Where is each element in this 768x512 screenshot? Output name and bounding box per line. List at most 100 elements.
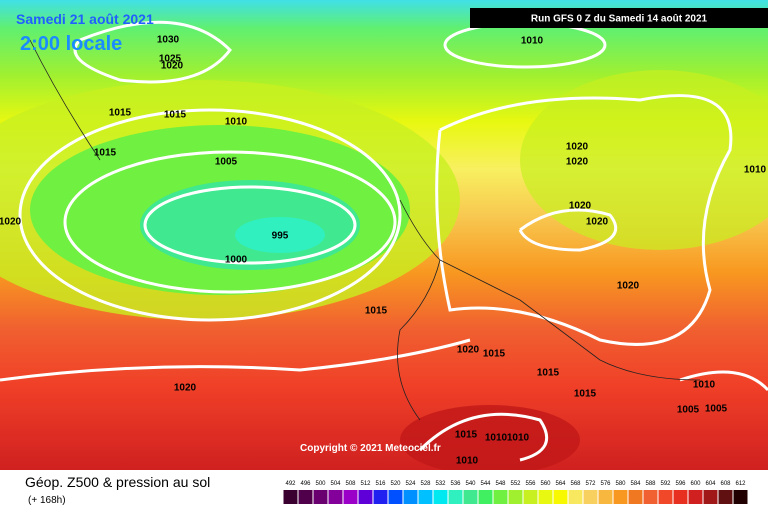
scale-swatch — [733, 490, 748, 504]
isobar-label: 1020 — [569, 201, 592, 212]
isobar-label: 1015 — [94, 148, 117, 159]
isobar-label: 1010 — [521, 36, 544, 47]
scale-label: 564 — [555, 481, 566, 487]
coastlines — [29, 39, 701, 421]
isobar-label: 1010 — [693, 380, 716, 391]
run-label: Run GFS 0 Z du Samedi 14 août 2021 — [531, 14, 708, 25]
scale-label: 496 — [300, 481, 311, 487]
isobar-label: 1000 — [225, 255, 248, 266]
scale-label: 560 — [540, 481, 551, 487]
scale-swatch — [343, 490, 358, 504]
isobar-label: 1015 — [365, 306, 388, 317]
scale-swatch — [493, 490, 508, 504]
scale-swatch — [583, 490, 598, 504]
scale-label: 592 — [660, 481, 671, 487]
isobar-label: 1010 — [456, 456, 479, 467]
scale-label: 604 — [705, 481, 716, 487]
scale-swatch — [523, 490, 538, 504]
scale-swatch — [568, 490, 583, 504]
isobar-label: 1015 — [455, 430, 478, 441]
color-scale: 492 496 500 504 508 512 516 520 524 528 532 536 540 5… — [283, 481, 748, 504]
scale-label: 608 — [720, 481, 731, 487]
scale-swatch — [448, 490, 463, 504]
footer-lead: (+ 168h) — [28, 495, 66, 506]
isobar-label: 1015 — [537, 368, 560, 379]
scale-label: 584 — [630, 481, 641, 487]
isobars — [0, 20, 768, 462]
scale-label: 540 — [465, 481, 476, 487]
field-blob — [520, 70, 768, 250]
scale-swatch — [388, 490, 403, 504]
scale-swatch — [628, 490, 643, 504]
isobar-label: 1020 — [566, 157, 589, 168]
isobar-label: 1010 — [507, 433, 530, 444]
copyright: Copyright © 2021 Meteociel.fr — [300, 443, 441, 454]
scale-label: 600 — [690, 481, 701, 487]
isobar-label: 1005 — [215, 157, 238, 168]
scale-label: 492 — [285, 481, 296, 487]
isobar-label: 1020 — [174, 383, 197, 394]
isobar-label: 1015 — [164, 110, 187, 121]
scale-swatch — [598, 490, 613, 504]
isobar-label: 1025 — [159, 54, 182, 65]
isobar-label: 1010 — [225, 117, 248, 128]
scale-swatch — [658, 490, 673, 504]
scale-label: 516 — [375, 481, 386, 487]
isobar-label: 1010 — [485, 433, 508, 444]
scale-label: 612 — [735, 481, 746, 487]
field-blob — [235, 217, 325, 253]
isobar-label: 1005 — [677, 405, 700, 416]
scale-label: 520 — [390, 481, 401, 487]
scale-swatch — [718, 490, 733, 504]
scale-label: 528 — [420, 481, 431, 487]
scale-swatch — [703, 490, 718, 504]
isobar-label: 1020 — [161, 61, 184, 72]
scale-swatch — [463, 490, 478, 504]
scale-label: 552 — [510, 481, 521, 487]
scale-label: 544 — [480, 481, 491, 487]
scale-swatch — [688, 490, 703, 504]
scale-swatch — [478, 490, 493, 504]
scale-swatch — [643, 490, 658, 504]
scale-swatch — [538, 490, 553, 504]
scale-swatch — [283, 490, 298, 504]
scale-label: 548 — [495, 481, 506, 487]
scale-swatch — [553, 490, 568, 504]
scale-label: 536 — [450, 481, 461, 487]
scale-label: 556 — [525, 481, 536, 487]
isobar-label: 1020 — [457, 345, 480, 356]
isobar-label: 1020 — [0, 217, 22, 228]
footer-title: Géop. Z500 & pression au sol — [25, 474, 210, 490]
scale-label: 576 — [600, 481, 611, 487]
time: 2:00 locale — [20, 33, 122, 55]
run-box — [470, 8, 768, 28]
scale-swatch — [418, 490, 433, 504]
scale-label: 512 — [360, 481, 371, 487]
isobar-label: 1015 — [109, 108, 132, 119]
isobar-label: 1015 — [483, 349, 506, 360]
scale-label: 508 — [345, 481, 356, 487]
scale-label: 588 — [645, 481, 656, 487]
isobar-label: 1020 — [586, 217, 609, 228]
isobar-label: 1010 — [744, 165, 767, 176]
isobar-label: 1030 — [157, 35, 180, 46]
scale-swatch — [313, 490, 328, 504]
scale-label: 596 — [675, 481, 686, 487]
isobar-label: 1015 — [574, 389, 597, 400]
scale-swatch — [373, 490, 388, 504]
scale-swatch — [508, 490, 523, 504]
date: Samedi 21 août 2021 — [16, 11, 154, 27]
scale-swatch — [328, 490, 343, 504]
scale-label: 524 — [405, 481, 416, 487]
isobar-label: 1005 — [705, 404, 728, 415]
scale-swatch — [298, 490, 313, 504]
scale-swatch — [358, 490, 373, 504]
scale-label: 572 — [585, 481, 596, 487]
scale-swatch — [433, 490, 448, 504]
field-blob — [400, 405, 580, 475]
isobar-label: 995 — [272, 231, 289, 242]
scale-swatch — [613, 490, 628, 504]
